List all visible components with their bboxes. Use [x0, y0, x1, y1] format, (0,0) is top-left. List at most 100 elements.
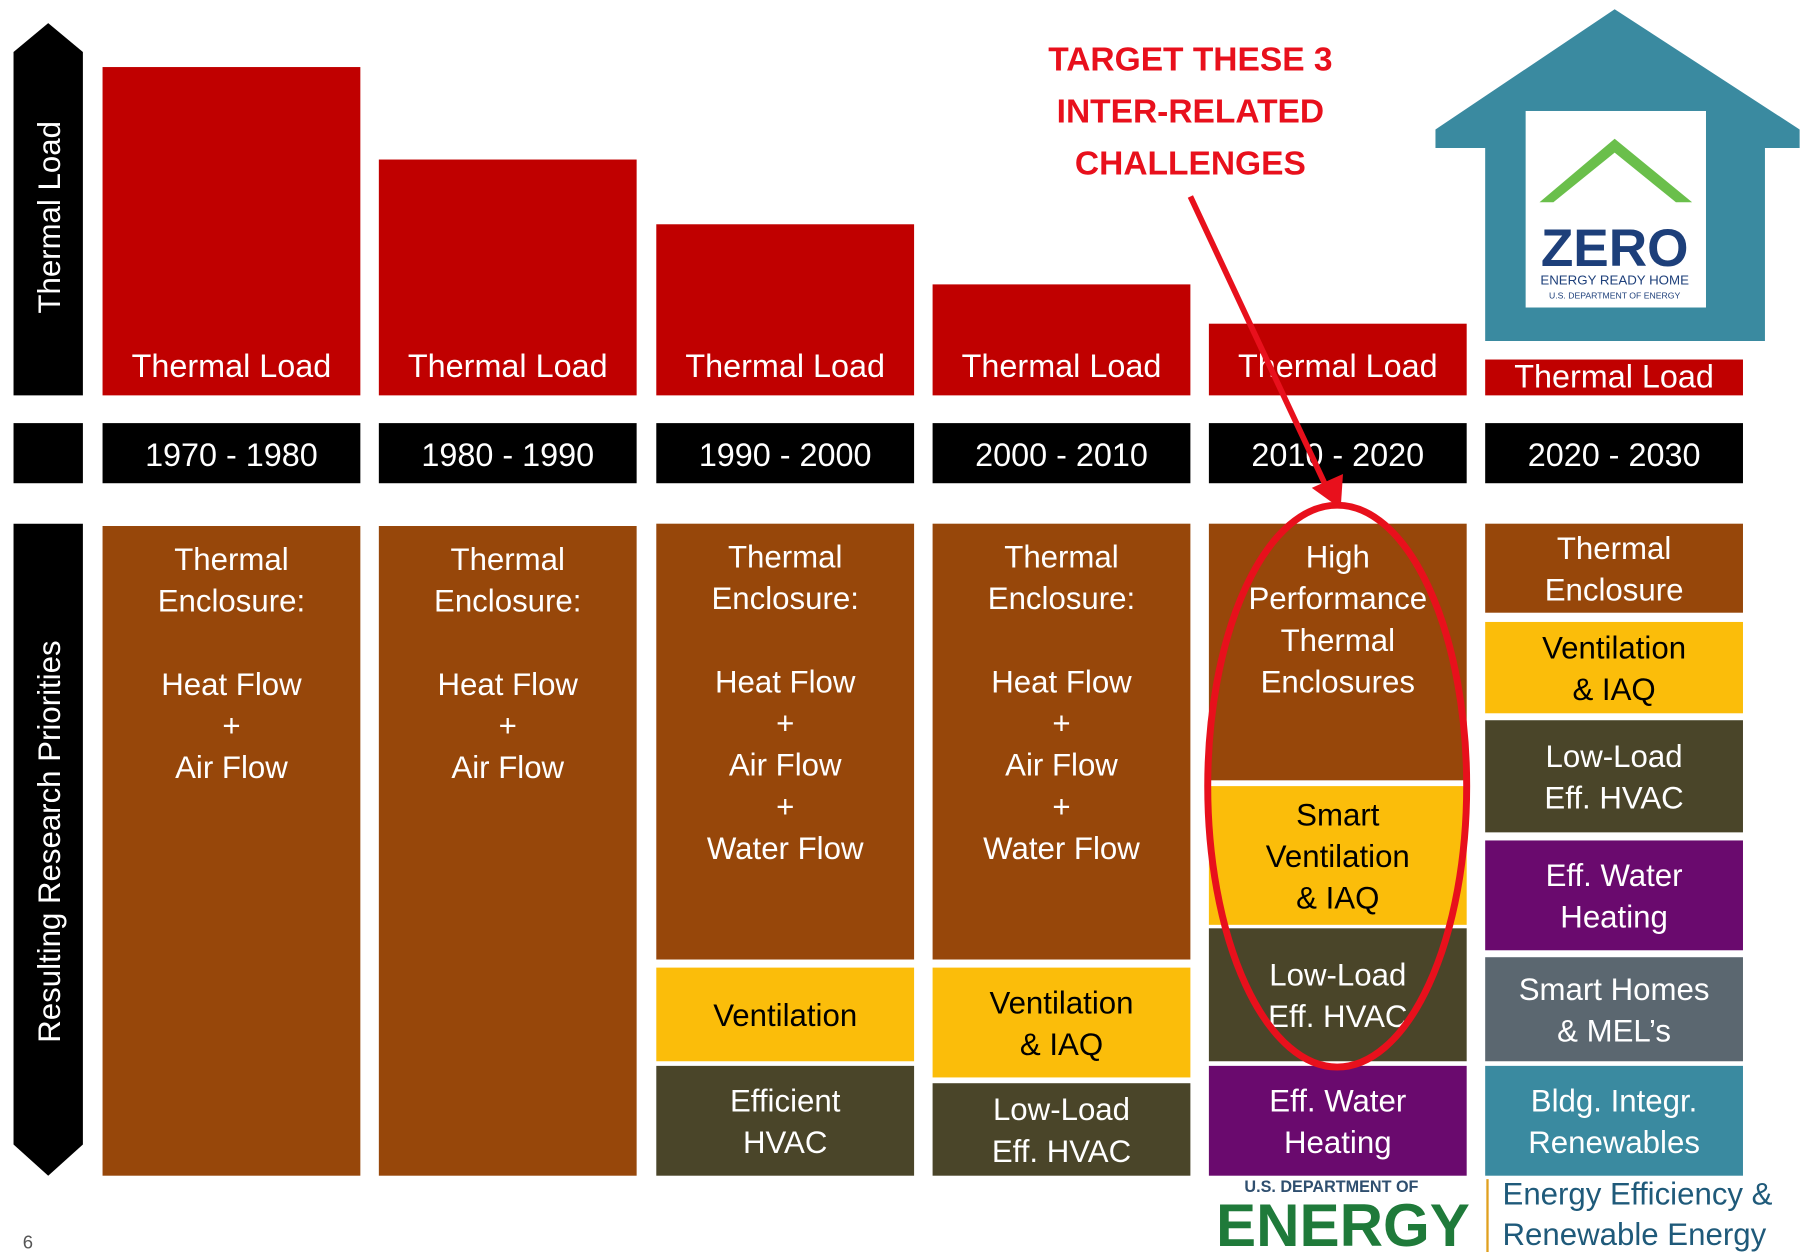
period-label: 2010 - 2020 — [1251, 437, 1424, 473]
period-box — [102, 423, 361, 484]
logo-text: ENERGY READY HOME — [1540, 272, 1689, 287]
priority-text: Eff. Water — [1269, 1084, 1406, 1119]
thermal-load-label: Thermal Load — [685, 348, 885, 384]
period-marker — [13, 423, 83, 484]
priority-text: Smart Homes — [1519, 972, 1710, 1007]
priority-text: Enclosure: — [988, 581, 1135, 616]
priority-text: Enclosure: — [711, 581, 858, 616]
priority-text: & MEL’s — [1557, 1014, 1671, 1049]
period-label: 2000 - 2010 — [975, 437, 1148, 473]
period-label: 1970 - 1980 — [145, 437, 318, 473]
priority-text: + — [776, 789, 794, 824]
priority-text: + — [222, 708, 240, 743]
priority-block — [1485, 957, 1743, 1062]
priority-block — [1485, 840, 1743, 951]
priority-block — [102, 526, 361, 1176]
priority-text: Ventilation — [1542, 630, 1686, 665]
priority-block — [378, 526, 637, 1176]
thermal-load-bar — [656, 224, 915, 396]
period-box — [378, 423, 637, 484]
thermal-load-bar — [1485, 359, 1743, 396]
priority-text: Low-Load — [1269, 958, 1406, 993]
priority-text: Heat Flow — [161, 667, 302, 702]
priority-text: Enclosures — [1261, 664, 1415, 699]
logo-word: ZERO — [1541, 219, 1689, 278]
priority-block — [1485, 720, 1743, 833]
priority-text: Performance — [1248, 581, 1427, 616]
priority-text: Air Flow — [729, 748, 842, 783]
priority-text: Thermal — [174, 542, 288, 577]
priority-text: Thermal — [1004, 540, 1118, 575]
period-box — [1208, 423, 1467, 484]
thermal-load-label: Thermal Load — [1514, 358, 1714, 394]
priority-text: Heating — [1284, 1125, 1392, 1160]
priority-text: Thermal — [1281, 623, 1395, 658]
annotation: TARGET THESE 3 INTER-RELATED CHALLENGES — [1048, 42, 1332, 183]
thermal-load-label: Thermal Load — [132, 348, 332, 384]
priority-block — [932, 967, 1191, 1078]
period-box — [656, 423, 915, 484]
priority-block — [1208, 786, 1467, 925]
priority-block — [1208, 523, 1467, 781]
priority-text: Heat Flow — [715, 664, 856, 699]
priority-text: Heat Flow — [991, 664, 1132, 699]
priority-text: Enclosure: — [158, 584, 305, 619]
priority-text: Thermal — [1557, 531, 1671, 566]
priorities-arrow — [13, 523, 83, 1176]
priority-text: + — [499, 708, 517, 743]
priority-text: Eff. HVAC — [1544, 781, 1683, 816]
priority-text: & IAQ — [1020, 1027, 1103, 1062]
priority-text: Thermal — [728, 540, 842, 575]
priority-text: + — [776, 706, 794, 741]
doe-small: U.S. DEPARTMENT OF — [1244, 1178, 1418, 1196]
arrow-head — [1311, 473, 1343, 509]
eere: Energy Efficiency & — [1503, 1177, 1773, 1212]
priority-text: Enclosure — [1545, 573, 1684, 608]
thermal-load-label: Thermal Load — [408, 348, 608, 384]
axis-label: Thermal Load — [32, 121, 67, 314]
priority-text: Ventilation — [713, 998, 857, 1033]
priority-text: Heating — [1560, 900, 1668, 935]
priority-text: Air Flow — [175, 750, 288, 785]
priority-text: Water Flow — [707, 831, 864, 866]
period-label: 1980 - 1990 — [421, 437, 594, 473]
thermal-load-bar — [378, 159, 637, 396]
priority-text: + — [1052, 789, 1070, 824]
priority-text: Renewables — [1528, 1125, 1700, 1160]
priority-block — [1485, 523, 1743, 613]
columns: Thermal Load 1970 - 1980 Thermal Enclosure:… — [102, 67, 1743, 1176]
priority-block — [1485, 621, 1743, 714]
priority-block — [932, 523, 1191, 960]
thermal-load-bar — [102, 67, 361, 396]
priority-text: Bldg. Integr. — [1531, 1084, 1698, 1119]
priority-block — [1485, 1065, 1743, 1176]
period-box — [1485, 423, 1743, 484]
priority-text: Enclosure: — [434, 584, 581, 619]
thermal-arrow — [13, 23, 83, 396]
thermal-load-label: Thermal Load — [962, 348, 1162, 384]
period-label: 2020 - 2030 — [1528, 437, 1701, 473]
thermal-load-bar — [932, 284, 1191, 396]
priority-text: Smart — [1296, 797, 1380, 832]
priority-block — [1208, 1065, 1467, 1176]
annotation-line: TARGET THESE 3 — [1048, 42, 1332, 79]
priority-block — [932, 1083, 1191, 1176]
priority-block — [656, 967, 915, 1062]
period-box — [932, 423, 1191, 484]
page-number: 6 — [23, 1232, 33, 1252]
priority-text: Air Flow — [1005, 748, 1118, 783]
priority-text: Heat Flow — [438, 667, 579, 702]
thermal-load-bar — [1208, 323, 1467, 396]
annotation-line: INTER-RELATED — [1057, 94, 1324, 131]
priority-text: + — [1052, 706, 1070, 741]
priority-text: Ventilation — [1266, 839, 1410, 874]
priority-text: Eff. HVAC — [1268, 999, 1407, 1034]
doe-big: ENERGY — [1216, 1192, 1470, 1252]
priority-text: Eff. Water — [1546, 858, 1683, 893]
priority-text: Water Flow — [983, 831, 1140, 866]
axis-label: Resulting Research Priorities — [32, 640, 67, 1042]
logo-roof — [1539, 138, 1693, 203]
priority-text: HVAC — [743, 1125, 827, 1160]
